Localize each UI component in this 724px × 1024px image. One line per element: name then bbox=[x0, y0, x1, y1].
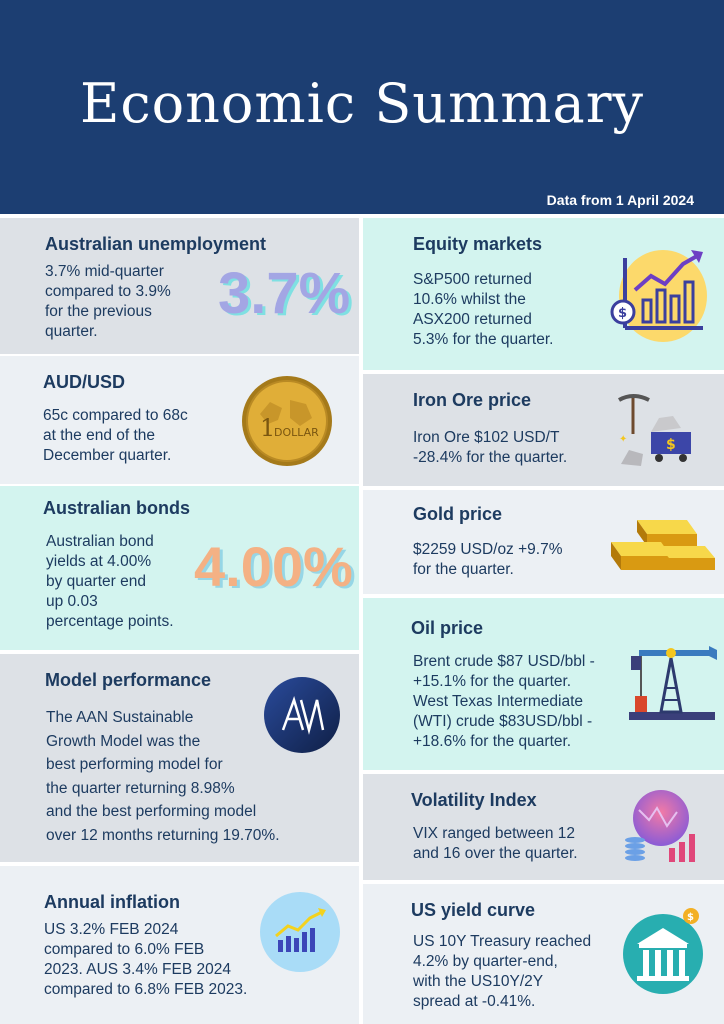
oil-body: Brent crude $87 USD/bbl - +15.1% for the… bbox=[413, 652, 595, 752]
oil-panel: Oil price Brent crude $87 USD/bbl - +15.… bbox=[363, 598, 724, 770]
bonds-panel: Australian bonds Australian bond yields … bbox=[0, 486, 359, 650]
equity-body: S&P500 returned 10.6% whilst the ASX200 … bbox=[413, 270, 553, 350]
unemployment-big-value: 3.7% bbox=[218, 261, 351, 326]
body-line: US 3.2% FEB 2024 bbox=[44, 921, 179, 938]
body-line: and the best performing model bbox=[46, 803, 257, 820]
audusd-panel: AUD/USD 65c compared to 68c at the end o… bbox=[0, 356, 359, 484]
gold-heading: Gold price bbox=[413, 504, 503, 524]
unemployment-heading: Australian unemployment bbox=[45, 234, 267, 254]
audusd-body: 65c compared to 68c at the end of the De… bbox=[43, 406, 188, 466]
body-line: December quarter. bbox=[43, 447, 172, 464]
inflation-chart-icon bbox=[260, 892, 340, 972]
body-line: ASX200 returned bbox=[413, 311, 532, 328]
aan-logo bbox=[264, 677, 340, 753]
bank-icon: $ bbox=[623, 908, 703, 994]
body-line: for the previous bbox=[45, 303, 152, 320]
body-line: yields at 4.00% bbox=[46, 553, 152, 570]
body-line: 65c compared to 68c bbox=[43, 407, 188, 424]
body-line: for the quarter. bbox=[413, 561, 514, 578]
inflation-heading: Annual inflation bbox=[44, 892, 180, 912]
unemployment-body: 3.7% mid-quarter compared to 3.9% for th… bbox=[45, 262, 171, 342]
ironore-heading: Iron Ore price bbox=[413, 390, 532, 410]
body-line: 5.3% for the quarter. bbox=[413, 331, 554, 348]
body-line: 3.7% mid-quarter bbox=[45, 263, 164, 280]
bonds-big-value: 4.00% bbox=[194, 535, 353, 598]
mining-cart-icon: $ ✦ bbox=[618, 394, 691, 466]
body-line: at the end of the bbox=[43, 427, 156, 444]
gold-body: $2259 USD/oz +9.7% for the quarter. bbox=[413, 540, 563, 580]
vix-panel: Volatility Index VIX ranged between 12 a… bbox=[363, 774, 724, 880]
ironore-body: Iron Ore $102 USD/T -28.4% for the quart… bbox=[413, 428, 567, 468]
yield-panel: US yield curve US 10Y Treasury reached 4… bbox=[363, 884, 724, 1024]
coin-text: DOLLAR bbox=[274, 426, 319, 439]
audusd-heading: AUD/USD bbox=[43, 372, 126, 392]
inflation-body: US 3.2% FEB 2024 compared to 6.0% FEB 20… bbox=[44, 920, 247, 1000]
body-line: +15.1% for the quarter. bbox=[413, 673, 572, 690]
unemployment-panel: Australian unemployment 3.7% mid-quarter… bbox=[0, 218, 359, 354]
dollar-coin-icon: 1 DOLLAR bbox=[242, 376, 332, 466]
bonds-body: Australian bond yields at 4.00% by quart… bbox=[46, 532, 174, 632]
svg-text:$: $ bbox=[666, 437, 676, 453]
body-line: quarter. bbox=[45, 323, 98, 340]
model-body: The AAN Sustainable Growth Model was the… bbox=[46, 706, 280, 847]
volatility-chart-icon bbox=[625, 790, 695, 862]
body-line: over 12 months returning 19.70%. bbox=[46, 826, 280, 844]
body-line: up 0.03 bbox=[46, 593, 98, 610]
inflation-panel: Annual inflation US 3.2% FEB 2024 compar… bbox=[0, 866, 359, 1024]
body-line: compared to 6.8% FEB 2023. bbox=[44, 981, 248, 998]
ironore-panel: Iron Ore price Iron Ore $102 USD/T -28.4… bbox=[363, 374, 724, 486]
model-heading: Model performance bbox=[45, 670, 212, 690]
body-line: with the US10Y/2Y bbox=[413, 973, 544, 990]
data-date-label: Data from 1 April 2024 bbox=[546, 192, 694, 208]
model-panel: Model performance The AAN Sustainable Gr… bbox=[0, 654, 359, 862]
yield-body: US 10Y Treasury reached 4.2% by quarter-… bbox=[413, 932, 591, 1012]
body-line: West Texas Intermediate bbox=[413, 693, 584, 710]
svg-text:✦: ✦ bbox=[619, 434, 627, 445]
bonds-heading: Australian bonds bbox=[43, 498, 191, 518]
oil-heading: Oil price bbox=[411, 618, 484, 638]
gold-bars-icon bbox=[611, 520, 715, 570]
body-line: spread at -0.41%. bbox=[413, 993, 536, 1010]
svg-text:$: $ bbox=[687, 912, 694, 923]
yield-heading: US yield curve bbox=[411, 900, 536, 920]
body-line: percentage points. bbox=[46, 613, 174, 630]
body-line: $2259 USD/oz +9.7% bbox=[413, 541, 563, 558]
body-line: 2023. AUS 3.4% FEB 2024 bbox=[44, 961, 231, 978]
body-line: VIX ranged between 12 bbox=[413, 825, 576, 842]
body-line: Growth Model was the bbox=[46, 732, 201, 750]
body-line: best performing model for bbox=[46, 756, 223, 773]
page-title: Economic Summary bbox=[79, 72, 645, 135]
body-line: -28.4% for the quarter. bbox=[413, 449, 568, 466]
body-line: The AAN Sustainable bbox=[46, 709, 194, 726]
gold-panel: Gold price $2259 USD/oz +9.7% for the qu… bbox=[363, 490, 724, 594]
body-line: compared to 3.9% bbox=[45, 283, 171, 300]
body-line: (WTI) crude $83USD/bbl - bbox=[413, 713, 593, 730]
header-banner: Economic Summary Data from 1 April 2024 bbox=[0, 0, 724, 214]
coin-numeral: 1 bbox=[260, 414, 275, 442]
body-line: compared to 6.0% FEB bbox=[44, 941, 205, 958]
vix-heading: Volatility Index bbox=[411, 790, 537, 810]
svg-text:$: $ bbox=[618, 306, 627, 321]
body-line: Iron Ore $102 USD/T bbox=[413, 429, 560, 446]
chart-growth-icon: $ bbox=[610, 250, 707, 342]
body-line: S&P500 returned bbox=[413, 271, 532, 288]
equity-heading: Equity markets bbox=[413, 234, 543, 254]
body-line: by quarter end bbox=[46, 573, 146, 590]
body-line: US 10Y Treasury reached bbox=[413, 933, 592, 950]
body-line: and 16 over the quarter. bbox=[413, 845, 578, 862]
body-line: +18.6% for the quarter. bbox=[413, 733, 572, 750]
body-line: 10.6% whilst the bbox=[413, 291, 526, 308]
oil-pump-icon bbox=[629, 646, 717, 720]
body-line: the quarter returning 8.98% bbox=[46, 779, 235, 797]
equity-panel: Equity markets S&P500 returned 10.6% whi… bbox=[363, 218, 724, 370]
body-line: Brent crude $87 USD/bbl - bbox=[413, 653, 595, 670]
vix-body: VIX ranged between 12 and 16 over the qu… bbox=[413, 824, 578, 864]
body-line: 4.2% by quarter-end, bbox=[413, 953, 558, 970]
body-line: Australian bond bbox=[46, 533, 154, 550]
